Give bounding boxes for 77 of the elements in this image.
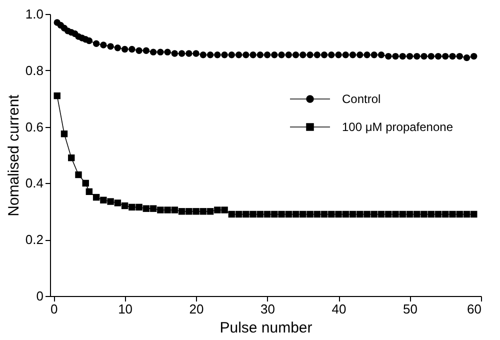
point — [107, 198, 114, 205]
point — [320, 210, 328, 218]
point — [60, 130, 68, 138]
point — [121, 202, 128, 210]
point — [414, 210, 420, 218]
point — [54, 92, 60, 100]
point — [385, 210, 392, 218]
legend-label: 100 μM propafenone — [342, 120, 454, 134]
x-tick-label: 50 — [403, 302, 418, 316]
y-axis-title: Nomalised current — [5, 94, 22, 216]
point — [314, 210, 321, 218]
point — [192, 208, 200, 215]
point — [306, 210, 314, 218]
point — [200, 208, 207, 215]
y-tick-label: 0.6 — [25, 119, 44, 134]
point — [335, 210, 342, 218]
point — [428, 210, 434, 218]
point — [221, 206, 228, 214]
point — [463, 210, 470, 218]
point — [292, 210, 300, 218]
point — [171, 206, 178, 214]
point — [434, 210, 442, 218]
point — [178, 208, 186, 215]
point — [114, 200, 122, 206]
point — [470, 210, 478, 218]
y-tick-label: 0 — [36, 288, 44, 304]
point — [420, 210, 428, 218]
point — [186, 208, 192, 215]
point — [349, 210, 356, 218]
y-tick-label: 1.0 — [25, 6, 44, 22]
y-tick-label: 0.2 — [25, 232, 44, 248]
point — [364, 210, 370, 218]
point — [75, 171, 82, 178]
point — [378, 210, 385, 218]
point — [356, 210, 364, 218]
point — [370, 210, 378, 218]
point — [264, 210, 271, 218]
point — [92, 194, 100, 201]
point — [228, 210, 236, 218]
point — [456, 210, 463, 218]
x-tick-label: 60 — [467, 302, 482, 316]
point — [214, 206, 221, 214]
point — [82, 180, 89, 187]
point — [392, 210, 399, 218]
point — [399, 210, 406, 218]
x-axis-title: Pulse number — [220, 320, 312, 336]
point — [157, 206, 164, 214]
x-tick-label: 30 — [260, 302, 276, 316]
point — [164, 206, 171, 214]
point — [300, 210, 306, 218]
point — [449, 210, 456, 218]
point — [68, 154, 75, 162]
point — [342, 210, 349, 218]
point — [142, 205, 150, 212]
point — [328, 210, 335, 218]
point — [136, 204, 142, 211]
point — [86, 188, 93, 196]
point — [100, 196, 107, 204]
point — [250, 210, 256, 218]
point — [285, 210, 292, 218]
legend-label: Control — [342, 92, 381, 106]
point — [128, 204, 136, 211]
y-tick-label: 0.4 — [25, 176, 44, 191]
x-tick-label: 20 — [189, 302, 204, 316]
point — [242, 210, 250, 218]
point — [271, 210, 278, 218]
point — [278, 210, 285, 218]
point — [150, 205, 157, 212]
x-tick-label: 40 — [332, 302, 346, 316]
x-tick-label: 0 — [50, 302, 58, 316]
point — [406, 210, 414, 218]
y-tick-label: 0.8 — [25, 62, 44, 78]
point — [442, 210, 449, 218]
x-tick-label: 10 — [118, 302, 133, 316]
point — [256, 210, 264, 218]
point — [235, 210, 242, 218]
point — [206, 208, 214, 215]
